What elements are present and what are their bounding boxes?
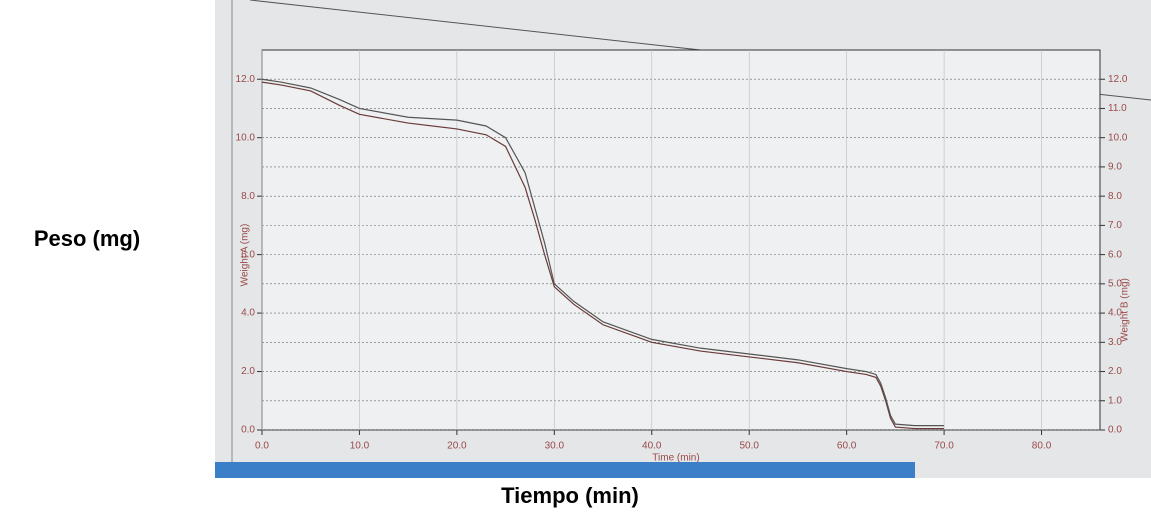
y-tick-label: 2.0 xyxy=(241,366,255,377)
y2-tick-label: 4.0 xyxy=(1108,308,1122,319)
y2-tick-label: 12.0 xyxy=(1108,74,1128,85)
y-tick-label: 0.0 xyxy=(241,425,255,436)
outer-x-label: Tiempo (min) xyxy=(501,483,639,508)
taskbar xyxy=(215,462,915,478)
data-line xyxy=(261,78,945,427)
y-tick-label: 6.0 xyxy=(241,249,255,260)
plot-frame xyxy=(261,49,1101,431)
x-tick-label: 10.0 xyxy=(350,441,370,452)
x-tick-label: 70.0 xyxy=(934,441,954,452)
x-tick-label: 30.0 xyxy=(545,441,565,452)
y-tick-label: 10.0 xyxy=(236,132,256,143)
outer-y-label: Peso (mg) xyxy=(34,226,140,251)
y-tick-label: 8.0 xyxy=(241,191,255,202)
y2-tick-label: 7.0 xyxy=(1108,220,1122,231)
x-tick-label: 80.0 xyxy=(1032,441,1052,452)
y-axis-label: Weight A (mg) xyxy=(240,224,251,287)
x-tick-label: 40.0 xyxy=(642,441,662,452)
y2-tick-label: 1.0 xyxy=(1108,395,1122,406)
y2-axis-label: Weight B (mg) xyxy=(1120,278,1131,342)
y2-tick-label: 9.0 xyxy=(1108,162,1122,173)
y2-tick-label: 5.0 xyxy=(1108,278,1122,289)
y-tick-label: 4.0 xyxy=(241,308,255,319)
y2-tick-label: 3.0 xyxy=(1108,337,1122,348)
x-tick-label: 50.0 xyxy=(739,441,759,452)
x-tick-label: 0.0 xyxy=(255,441,269,452)
y2-tick-label: 0.0 xyxy=(1108,425,1122,436)
x-axis-label: Time (min) xyxy=(652,453,699,464)
y2-tick-label: 11.0 xyxy=(1108,103,1127,114)
y2-tick-label: 2.0 xyxy=(1108,366,1122,377)
y2-tick-label: 8.0 xyxy=(1108,191,1122,202)
y-tick-label: 12.0 xyxy=(236,74,256,85)
data-line xyxy=(261,81,945,430)
x-tick-label: 20.0 xyxy=(447,441,467,452)
x-tick-label: 60.0 xyxy=(837,441,857,452)
y2-tick-label: 6.0 xyxy=(1108,249,1122,260)
y2-tick-label: 10.0 xyxy=(1108,132,1128,143)
